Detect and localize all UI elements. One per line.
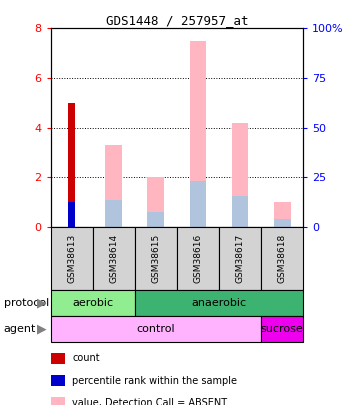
Text: GSM38616: GSM38616 [193, 234, 203, 283]
Text: sucrose: sucrose [261, 324, 304, 334]
Bar [261, 227, 303, 290]
Text: GSM38615: GSM38615 [151, 234, 160, 283]
Text: GSM38613: GSM38613 [67, 234, 76, 283]
Text: count: count [72, 354, 100, 363]
Bar [232, 196, 248, 227]
Bar [190, 181, 206, 227]
Bar [190, 41, 206, 227]
Bar [274, 220, 291, 227]
Title: GDS1448 / 257957_at: GDS1448 / 257957_at [106, 14, 248, 27]
Bar [147, 177, 164, 227]
Bar [147, 212, 164, 227]
Bar [219, 227, 261, 290]
Bar [135, 290, 303, 316]
Text: GSM38618: GSM38618 [278, 234, 287, 283]
Text: aerobic: aerobic [72, 298, 113, 308]
Text: protocol: protocol [4, 298, 49, 308]
Bar [135, 227, 177, 290]
Bar [274, 202, 291, 227]
Text: GSM38617: GSM38617 [236, 234, 244, 283]
Bar [51, 290, 135, 316]
Bar [68, 103, 75, 227]
Bar [51, 227, 93, 290]
Text: ▶: ▶ [37, 322, 46, 336]
Bar [261, 316, 303, 342]
Bar [232, 123, 248, 227]
Bar [177, 227, 219, 290]
Text: percentile rank within the sample: percentile rank within the sample [72, 376, 237, 386]
Bar [51, 316, 261, 342]
Text: GSM38614: GSM38614 [109, 234, 118, 283]
Bar [93, 227, 135, 290]
Text: control: control [136, 324, 175, 334]
Text: agent: agent [4, 324, 36, 334]
Text: value, Detection Call = ABSENT: value, Detection Call = ABSENT [72, 398, 227, 405]
Bar [105, 145, 122, 227]
Bar [105, 200, 122, 227]
Text: anaerobic: anaerobic [191, 298, 247, 308]
Bar [68, 202, 75, 227]
Text: ▶: ▶ [37, 296, 46, 309]
